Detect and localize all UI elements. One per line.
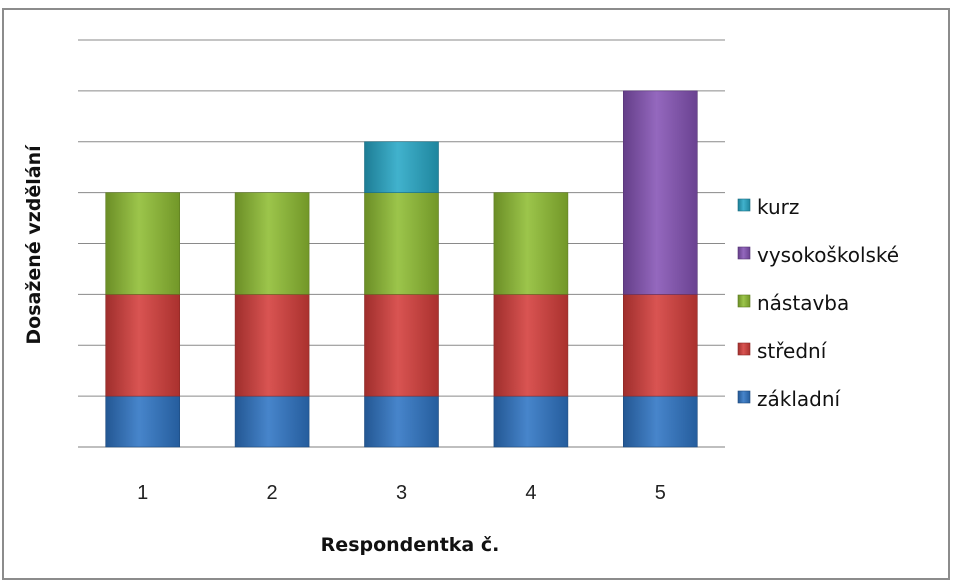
legend-label: kurz	[757, 195, 799, 219]
legend-label: nástavba	[757, 291, 849, 315]
bar-segment	[364, 294, 439, 397]
bars	[105, 90, 698, 448]
bar-segment	[364, 141, 439, 193]
bar-segment	[493, 395, 569, 448]
bar-segment	[105, 395, 180, 448]
x-tick-label: 5	[655, 482, 666, 504]
bar-segment	[234, 395, 310, 448]
bar-segment	[105, 294, 180, 397]
x-tick-label: 1	[137, 482, 148, 504]
x-tick-labels: 1 2 3 4 5	[137, 482, 666, 504]
legend-swatch	[737, 294, 751, 308]
x-tick-label: 3	[396, 482, 407, 504]
legend-swatch	[737, 342, 751, 356]
legend-label: základní	[757, 387, 842, 411]
bar-segment	[234, 294, 310, 397]
bar-segment	[622, 294, 698, 397]
x-tick-label: 4	[525, 482, 536, 504]
legend-label: vysokoškolské	[757, 243, 899, 267]
bar-segment	[493, 192, 569, 295]
bar-segment	[493, 294, 569, 397]
bar-segment	[622, 395, 698, 448]
bar-segment	[364, 395, 439, 448]
bar-segment	[105, 192, 180, 295]
y-axis-title: Dosažené vzdělání	[23, 144, 45, 345]
legend-swatch	[737, 198, 751, 212]
bar-segment	[364, 192, 439, 295]
legend-swatch	[737, 246, 751, 260]
x-axis-title: Respondentka č.	[321, 534, 500, 556]
legend-swatch	[737, 390, 751, 404]
bar-segment	[622, 90, 698, 295]
x-tick-label: 2	[267, 482, 278, 504]
legend-label: střední	[757, 339, 828, 363]
legend: kurz vysokoškolské nástavba střední základní	[737, 195, 899, 411]
bar-segment	[234, 192, 310, 295]
